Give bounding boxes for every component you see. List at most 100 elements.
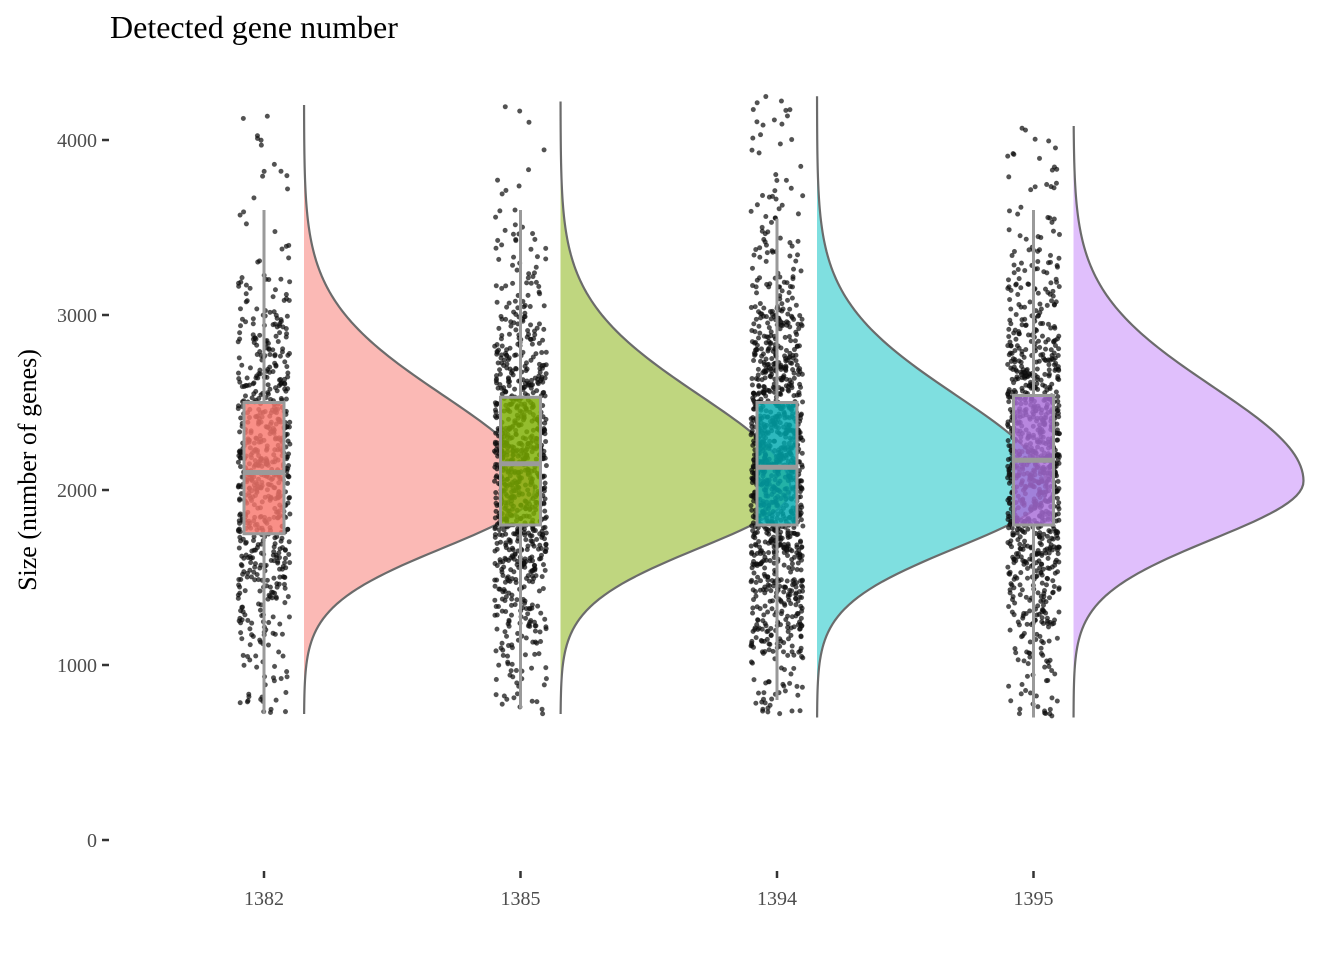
x-tick-label: 1385: [501, 888, 541, 910]
data-point: [1018, 260, 1025, 266]
data-point: [753, 593, 759, 599]
data-point: [501, 384, 507, 391]
data-point: [242, 588, 248, 594]
data-point: [542, 524, 548, 531]
data-point: [270, 614, 276, 620]
data-point: [1027, 556, 1033, 562]
data-point: [757, 358, 764, 364]
data-point: [1054, 635, 1060, 641]
data-point: [759, 192, 766, 199]
data-point: [274, 388, 280, 394]
data-point: [284, 480, 291, 486]
data-point: [750, 605, 756, 611]
data-point: [285, 463, 292, 469]
data-point: [523, 575, 530, 582]
data-point: [541, 536, 548, 542]
data-point: [280, 653, 286, 659]
data-point: [1035, 704, 1041, 710]
data-point: [287, 559, 293, 566]
data-point: [757, 548, 764, 554]
data-point: [236, 355, 242, 361]
data-point: [782, 688, 788, 694]
data-point: [539, 337, 546, 343]
data-point: [283, 396, 289, 402]
data-point: [1042, 383, 1048, 389]
data-point: [789, 708, 795, 714]
data-point: [794, 252, 801, 258]
data-point: [235, 403, 242, 409]
data-point: [1025, 332, 1032, 338]
data-point: [251, 547, 257, 553]
data-point: [238, 576, 244, 583]
data-point: [798, 268, 804, 274]
y-tick-label: 0: [87, 830, 97, 852]
data-point: [1027, 639, 1033, 645]
data-point: [790, 266, 797, 272]
data-point: [768, 538, 774, 544]
data-point: [503, 540, 509, 546]
data-point: [529, 602, 535, 608]
data-point: [267, 386, 273, 392]
data-point: [244, 570, 251, 576]
data-point: [509, 661, 515, 667]
data-point: [513, 311, 519, 318]
data-point: [749, 375, 755, 382]
data-point: [1046, 663, 1052, 670]
series-group-1394: [748, 93, 1049, 718]
data-point: [785, 311, 791, 317]
data-point: [1006, 174, 1012, 180]
density-outline: [559, 101, 792, 715]
data-point: [249, 620, 255, 626]
x-tick-label: 1382: [244, 888, 284, 910]
data-point: [757, 605, 763, 612]
data-point: [1052, 337, 1058, 343]
data-point: [268, 706, 274, 712]
data-point: [523, 537, 529, 543]
data-point: [763, 313, 770, 320]
data-point: [768, 316, 774, 322]
data-point: [785, 530, 791, 536]
data-point: [783, 358, 789, 364]
data-point: [534, 640, 540, 646]
data-point: [748, 640, 755, 647]
density-half-violin: [560, 101, 791, 714]
data-point: [246, 691, 252, 697]
data-point: [1051, 216, 1057, 222]
data-point: [1006, 352, 1012, 358]
data-point: [761, 305, 767, 311]
data-point: [752, 530, 758, 536]
data-point: [786, 290, 792, 296]
data-point: [528, 246, 534, 252]
data-point: [512, 352, 518, 358]
data-point: [497, 531, 503, 538]
data-point: [499, 391, 505, 397]
data-point: [500, 572, 506, 579]
data-point: [543, 546, 549, 552]
data-point: [286, 297, 292, 304]
data-point: [1042, 286, 1049, 292]
data-point: [768, 587, 774, 594]
density-outline: [1072, 125, 1305, 718]
data-point: [272, 228, 278, 235]
data-point: [494, 177, 501, 183]
data-point: [1021, 610, 1027, 617]
data-point: [494, 466, 500, 472]
data-point: [492, 400, 498, 406]
data-point: [517, 108, 523, 114]
data-point: [494, 473, 500, 479]
data-point: [778, 319, 784, 325]
data-point: [494, 341, 500, 348]
data-point: [1016, 358, 1022, 364]
data-point: [1023, 346, 1029, 353]
data-point: [781, 640, 787, 646]
data-point: [797, 312, 803, 319]
data-point: [238, 415, 244, 421]
data-point: [1035, 590, 1041, 596]
data-point: [493, 245, 499, 251]
data-point: [765, 709, 771, 715]
data-point: [1008, 287, 1014, 293]
data-point: [757, 254, 763, 260]
data-point: [798, 411, 805, 417]
data-point: [283, 326, 289, 332]
data-point: [789, 556, 795, 563]
